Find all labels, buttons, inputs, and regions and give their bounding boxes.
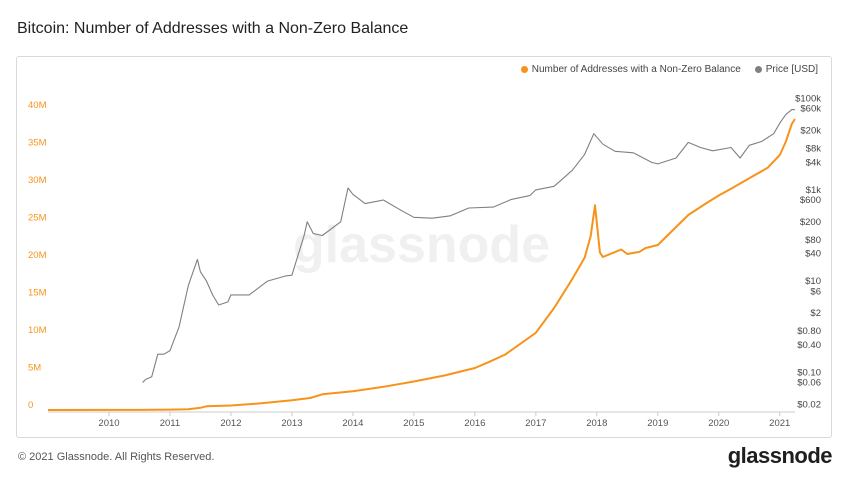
y-left-tick-label: 30M (28, 175, 47, 186)
x-tick-label: 2017 (525, 418, 546, 429)
x-tick-label: 2021 (769, 418, 790, 429)
brand-logo: glassnode (727, 443, 833, 468)
y-right-tick-label: $8k (806, 144, 822, 155)
x-tick-label: 2014 (342, 418, 363, 429)
copyright-footer: © 2021 Glassnode. All Rights Reserved. (18, 451, 215, 463)
legend-label-addresses: Number of Addresses with a Non-Zero Bala… (531, 64, 741, 75)
y-right-tick-label: $4k (806, 157, 822, 168)
y-left-tick-label: 5M (28, 363, 41, 374)
x-tick-label: 2020 (708, 418, 729, 429)
y-right-tick-label: $0.06 (797, 378, 821, 389)
y-left-tick-label: 35M (28, 138, 47, 149)
x-tick-label: 2013 (281, 418, 302, 429)
y-right-tick-label: $100k (795, 94, 821, 105)
y-right-tick-label: $200 (800, 217, 821, 228)
watermark-text: glassnode (293, 216, 550, 274)
y-left-tick-label: 40M (28, 100, 47, 111)
legend-label-price: Price [USD] (765, 64, 818, 75)
chart-card (16, 56, 832, 438)
y-right-tick-label: $1k (806, 185, 822, 196)
y-right-tick-label: $0.40 (797, 340, 821, 351)
y-left-tick-label: 10M (28, 325, 47, 336)
y-right-tick-label: $20k (800, 126, 821, 137)
y-right-tick-label: $0.10 (797, 367, 821, 378)
y-right-tick-label: $600 (800, 195, 821, 206)
x-tick-label: 2010 (98, 418, 119, 429)
x-tick-label: 2018 (586, 418, 607, 429)
x-tick-label: 2019 (647, 418, 668, 429)
x-tick-label: 2012 (220, 418, 241, 429)
y-left-tick-label: 20M (28, 250, 47, 261)
y-left-tick-label: 0 (28, 400, 33, 411)
y-right-tick-label: $80 (805, 235, 821, 246)
legend-dot-price-icon (754, 66, 762, 73)
y-right-tick-label: $6 (810, 286, 821, 297)
y-right-tick-label: $2 (810, 308, 821, 319)
x-tick-label: 2011 (160, 418, 180, 429)
legend-item-price[interactable]: Price [USD] (754, 64, 818, 75)
chart-title: Bitcoin: Number of Addresses with a Non-… (17, 20, 409, 37)
y-right-tick-label: $10 (805, 276, 821, 287)
y-left-tick-label: 25M (28, 213, 47, 224)
y-left-tick-label: 15M (28, 288, 47, 299)
legend-item-addresses[interactable]: Number of Addresses with a Non-Zero Bala… (520, 64, 741, 75)
y-right-tick-label: $0.80 (797, 326, 821, 337)
chart-legend: Number of Addresses with a Non-Zero Bala… (520, 64, 818, 75)
x-tick-label: 2015 (403, 418, 424, 429)
y-right-tick-label: $40 (805, 249, 821, 260)
y-right-tick-label: $60k (800, 104, 821, 115)
legend-dot-addresses-icon (520, 66, 528, 73)
x-tick-label: 2016 (464, 418, 485, 429)
series-line-addresses (47, 118, 796, 411)
y-right-tick-label: $0.02 (797, 399, 821, 410)
series-line-price (142, 108, 796, 383)
